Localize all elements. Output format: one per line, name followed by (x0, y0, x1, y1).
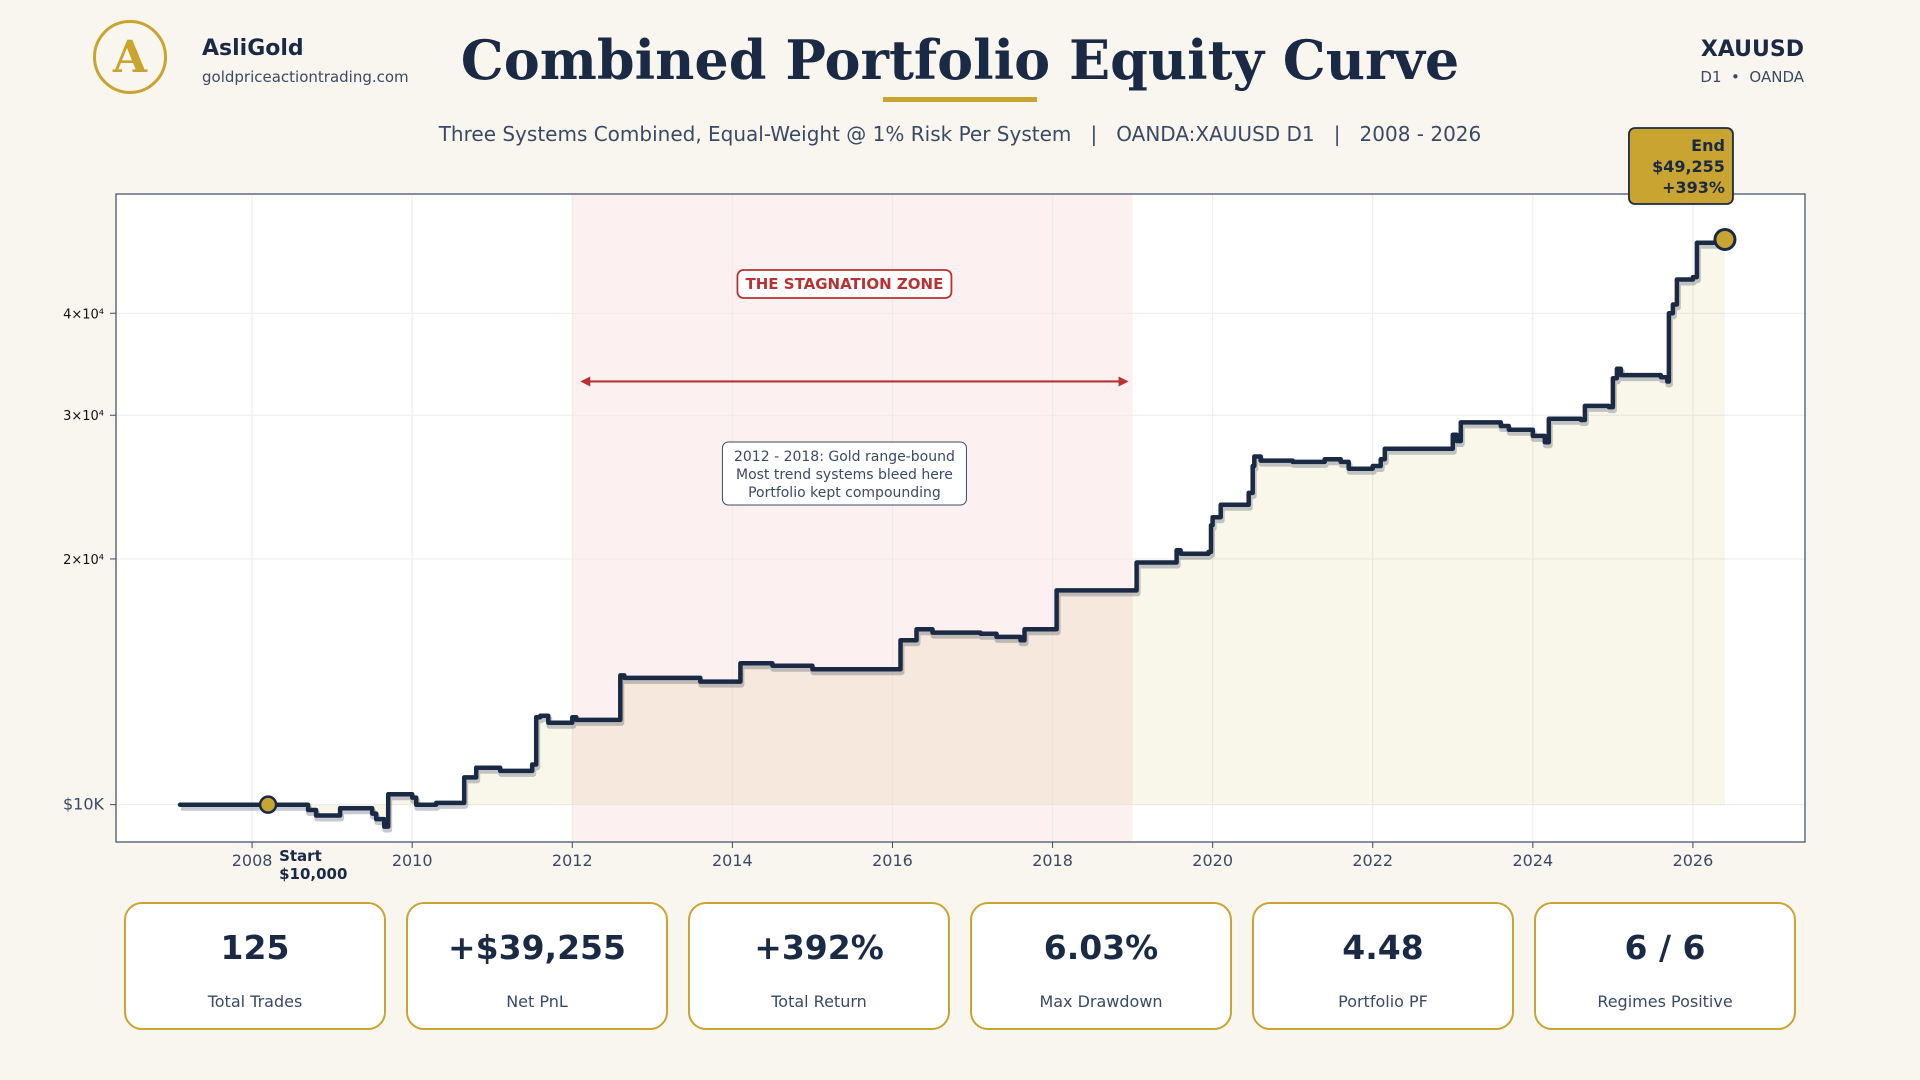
title-underline (883, 97, 1037, 102)
zone-note-line: Portfolio kept compounding (748, 485, 941, 501)
page-subtitle: Three Systems Combined, Equal-Weight @ 1… (438, 122, 1482, 146)
stat-label: Max Drawdown (1039, 992, 1163, 1011)
stat-value: 4.48 (1342, 928, 1424, 967)
brand-name: AsliGold (202, 36, 304, 61)
stat-value: 125 (220, 928, 290, 967)
stat-value: 6 / 6 (1624, 928, 1706, 967)
brand-url: goldpriceactiontrading.com (202, 68, 409, 86)
equity-chart: 2008 2010 2012 2014 2016 2018 2020 2022 2024 2026… (63, 127, 1806, 883)
stat-card-max-drawdown: 6.03% Max Drawdown (970, 902, 1232, 1030)
stat-label: Total Trades (207, 992, 303, 1011)
start-marker (258, 795, 278, 814)
stat-label: Total Return (771, 992, 867, 1011)
y-tick-label: 4×10⁴ (63, 307, 104, 322)
plot-frame (115, 193, 1806, 843)
end-callout-box (1628, 127, 1734, 205)
logo: A (93, 20, 167, 94)
x-tick-label: 2026 (1673, 851, 1714, 870)
x-tick-label: 2020 (1192, 851, 1233, 870)
stat-value: 6.03% (1043, 928, 1159, 967)
x-tick-label: 2010 (392, 851, 433, 870)
equity-area-fill (180, 239, 1725, 827)
zone-note-line: 2012 - 2018: Gold range-bound (734, 449, 955, 465)
start-label: Start (279, 847, 322, 865)
x-tick-label: 2024 (1512, 851, 1553, 870)
stats-row: 125 Total Trades +$39,255 Net PnL +392% … (124, 902, 1796, 1030)
stat-card-net-pnl: +$39,255 Net PnL (406, 902, 668, 1030)
y-tick-label: $10K (63, 795, 105, 814)
page-title: Combined Portfolio Equity Curve (460, 28, 1460, 92)
zone-arrow-left-head (580, 376, 591, 387)
stat-label: Portfolio PF (1338, 992, 1428, 1011)
y-tick-label: 3×10⁴ (63, 409, 104, 424)
zone-label-text: THE STAGNATION ZONE (746, 275, 944, 293)
zone-arrow-right-head (1118, 376, 1129, 387)
x-tick-label: 2012 (552, 851, 593, 870)
stat-card-total-trades: 125 Total Trades (124, 902, 386, 1030)
zone-note-box (721, 441, 967, 506)
stat-value: +$39,255 (448, 928, 626, 967)
y-tick-label: 2×10⁴ (63, 553, 104, 568)
x-tick-label: 2018 (1032, 851, 1073, 870)
stat-card-portfolio-pf: 4.48 Portfolio PF (1252, 902, 1514, 1030)
end-return: +393% (1662, 178, 1725, 197)
x-tick-label: 2022 (1352, 851, 1393, 870)
equity-line (177, 237, 1728, 829)
stagnation-zone-band (572, 194, 1133, 842)
zone-note-line: Most trend systems bleed here (736, 467, 953, 483)
end-label: End (1691, 136, 1725, 155)
x-tick-label: 2014 (712, 851, 753, 870)
stat-label: Net PnL (506, 992, 568, 1011)
stat-value: +392% (754, 928, 884, 967)
stat-label: Regimes Positive (1597, 992, 1733, 1011)
stat-card-regimes-positive: 6 / 6 Regimes Positive (1534, 902, 1796, 1030)
ticker-details: D1 • OANDA (1700, 68, 1804, 86)
zone-label-box (736, 269, 953, 299)
end-marker (1713, 227, 1737, 251)
x-tick-label: 2016 (872, 851, 913, 870)
x-tick-label: 2008 (232, 851, 273, 870)
start-value: $10,000 (279, 865, 347, 883)
end-value: $49,255 (1652, 157, 1725, 176)
ticker-symbol: XAUUSD (1700, 37, 1804, 62)
stat-card-total-return: +392% Total Return (688, 902, 950, 1030)
logo-letter: A (112, 31, 148, 83)
